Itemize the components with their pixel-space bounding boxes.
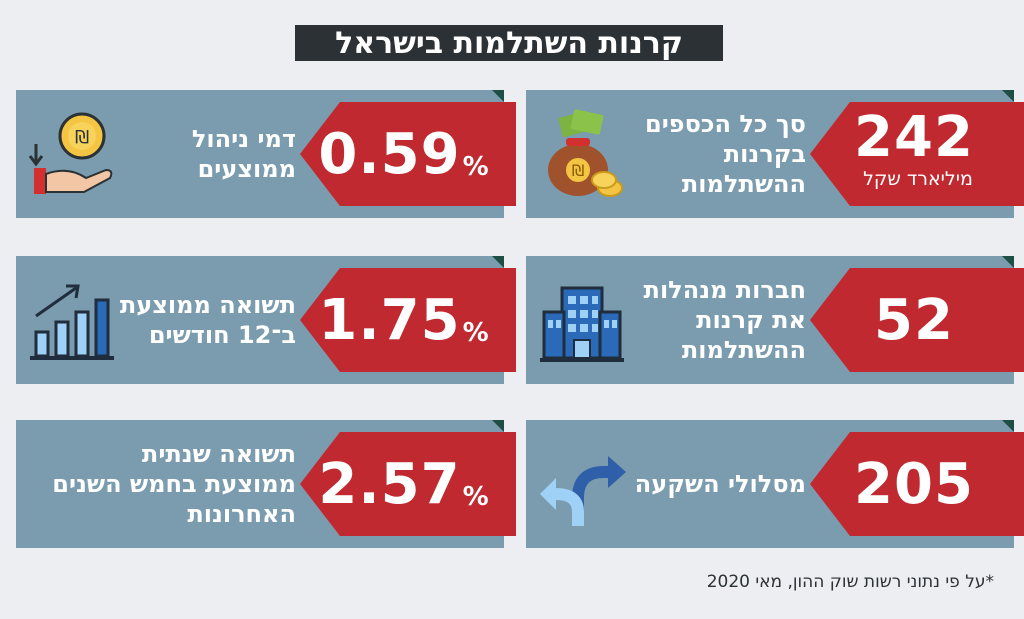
split-arrows-icon bbox=[538, 438, 626, 530]
svg-text:₪: ₪ bbox=[75, 127, 89, 148]
card-label: דמי ניהול ממוצעים bbox=[191, 125, 296, 183]
card-fold bbox=[1002, 90, 1014, 102]
card-fold bbox=[492, 90, 504, 102]
stat-card-management-fees: ₪ דמי ניהול ממוצעים 0.59% bbox=[16, 90, 516, 218]
stat-value: 0.59% bbox=[318, 121, 490, 187]
source-footnote: *על פי נתוני רשות שוק ההון, מאי 2020 bbox=[706, 572, 994, 592]
growth-chart-icon bbox=[28, 274, 116, 366]
building-icon bbox=[538, 274, 626, 366]
percent-sign: % bbox=[462, 318, 490, 348]
stat-value: 1.75% bbox=[318, 287, 490, 353]
card-label: תשואה שנתית ממוצעת בחמש השנים האחרונות bbox=[52, 440, 296, 528]
card-label: חברות מנהלות את קרנות ההשתלמות bbox=[643, 276, 806, 364]
money-bag-icon: ₪ bbox=[538, 108, 626, 200]
percent-sign: % bbox=[462, 152, 490, 182]
card-fold bbox=[492, 256, 504, 268]
card-fold bbox=[1002, 256, 1014, 268]
stat-value: 205 bbox=[854, 451, 974, 517]
stat-card-five-year-return: תשואה שנתית ממוצעת בחמש השנים האחרונות 2… bbox=[16, 420, 516, 548]
card-label: מסלולי השקעה bbox=[634, 470, 806, 498]
stat-value: 242 bbox=[854, 104, 974, 170]
value-badge: 52 bbox=[810, 268, 1024, 372]
card-label: תשואה ממוצעת ב־12 חודשים bbox=[119, 291, 296, 349]
stat-card-investment-tracks: מסלולי השקעה 205 bbox=[526, 420, 1024, 548]
stat-card-managing-companies: חברות מנהלות את קרנות ההשתלמות 52 bbox=[526, 256, 1024, 384]
percent-sign: % bbox=[462, 482, 490, 512]
value-badge: 1.75% bbox=[300, 268, 516, 372]
coin-hand-icon: ₪ bbox=[28, 108, 116, 200]
stat-value: 52 bbox=[874, 287, 954, 353]
stat-unit: מיליארד שקל bbox=[863, 168, 973, 190]
stat-card-annual-return: תשואה ממוצעת ב־12 חודשים 1.75% bbox=[16, 256, 516, 384]
card-fold bbox=[1002, 420, 1014, 432]
value-badge: 2.57% bbox=[300, 432, 516, 536]
stat-card-total-funds: ₪ סך כל הכספים בקרנות ההשתלמות 242 מיליא… bbox=[526, 90, 1024, 218]
card-fold bbox=[492, 420, 504, 432]
card-label: סך כל הכספים בקרנות ההשתלמות bbox=[645, 110, 806, 198]
value-badge: 242 מיליארד שקל bbox=[810, 102, 1024, 206]
page-title: קרנות השתלמות בישראל bbox=[295, 25, 723, 61]
stat-value: 2.57% bbox=[318, 451, 490, 517]
value-badge: 0.59% bbox=[300, 102, 516, 206]
svg-text:₪: ₪ bbox=[572, 161, 585, 180]
value-badge: 205 bbox=[810, 432, 1024, 536]
